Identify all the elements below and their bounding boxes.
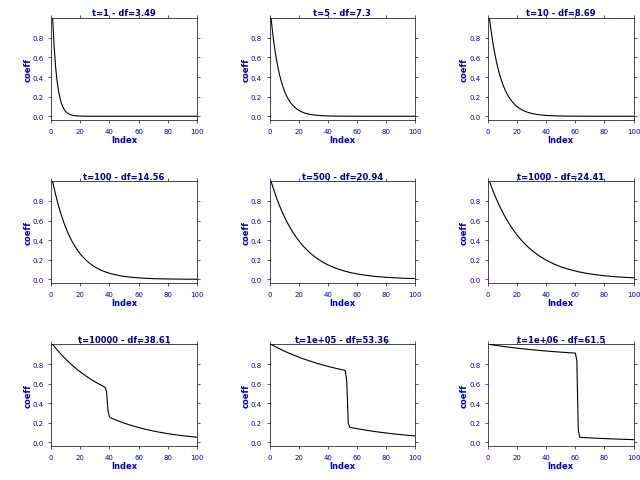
X-axis label: Index: Index (111, 461, 137, 470)
Title: t=1000 - df=24.41: t=1000 - df=24.41 (517, 172, 604, 181)
X-axis label: Index: Index (548, 461, 574, 470)
X-axis label: Index: Index (111, 136, 137, 145)
Title: t=500 - df=20.94: t=500 - df=20.94 (302, 172, 383, 181)
X-axis label: Index: Index (548, 136, 574, 145)
Y-axis label: coeff: coeff (460, 384, 469, 408)
Title: t=1 - df=3.49: t=1 - df=3.49 (92, 10, 156, 18)
X-axis label: Index: Index (330, 136, 355, 145)
Title: t=5 - df=7.3: t=5 - df=7.3 (314, 10, 371, 18)
Y-axis label: coeff: coeff (23, 58, 32, 82)
Y-axis label: coeff: coeff (242, 221, 251, 245)
Y-axis label: coeff: coeff (242, 58, 251, 82)
X-axis label: Index: Index (111, 299, 137, 308)
Y-axis label: coeff: coeff (460, 58, 469, 82)
Title: t=10 - df=8.69: t=10 - df=8.69 (526, 10, 596, 18)
X-axis label: Index: Index (330, 299, 355, 308)
Title: t=10000 - df=38.61: t=10000 - df=38.61 (77, 335, 170, 344)
Title: t=100 - df=14.56: t=100 - df=14.56 (83, 172, 164, 181)
X-axis label: Index: Index (548, 299, 574, 308)
Y-axis label: coeff: coeff (460, 221, 469, 245)
Title: t=1e+05 - df=53.36: t=1e+05 - df=53.36 (296, 335, 389, 344)
X-axis label: Index: Index (330, 461, 355, 470)
Title: t=1e+06 - df=61.5: t=1e+06 - df=61.5 (516, 335, 605, 344)
Y-axis label: coeff: coeff (23, 221, 32, 245)
Y-axis label: coeff: coeff (242, 384, 251, 408)
Y-axis label: coeff: coeff (23, 384, 32, 408)
